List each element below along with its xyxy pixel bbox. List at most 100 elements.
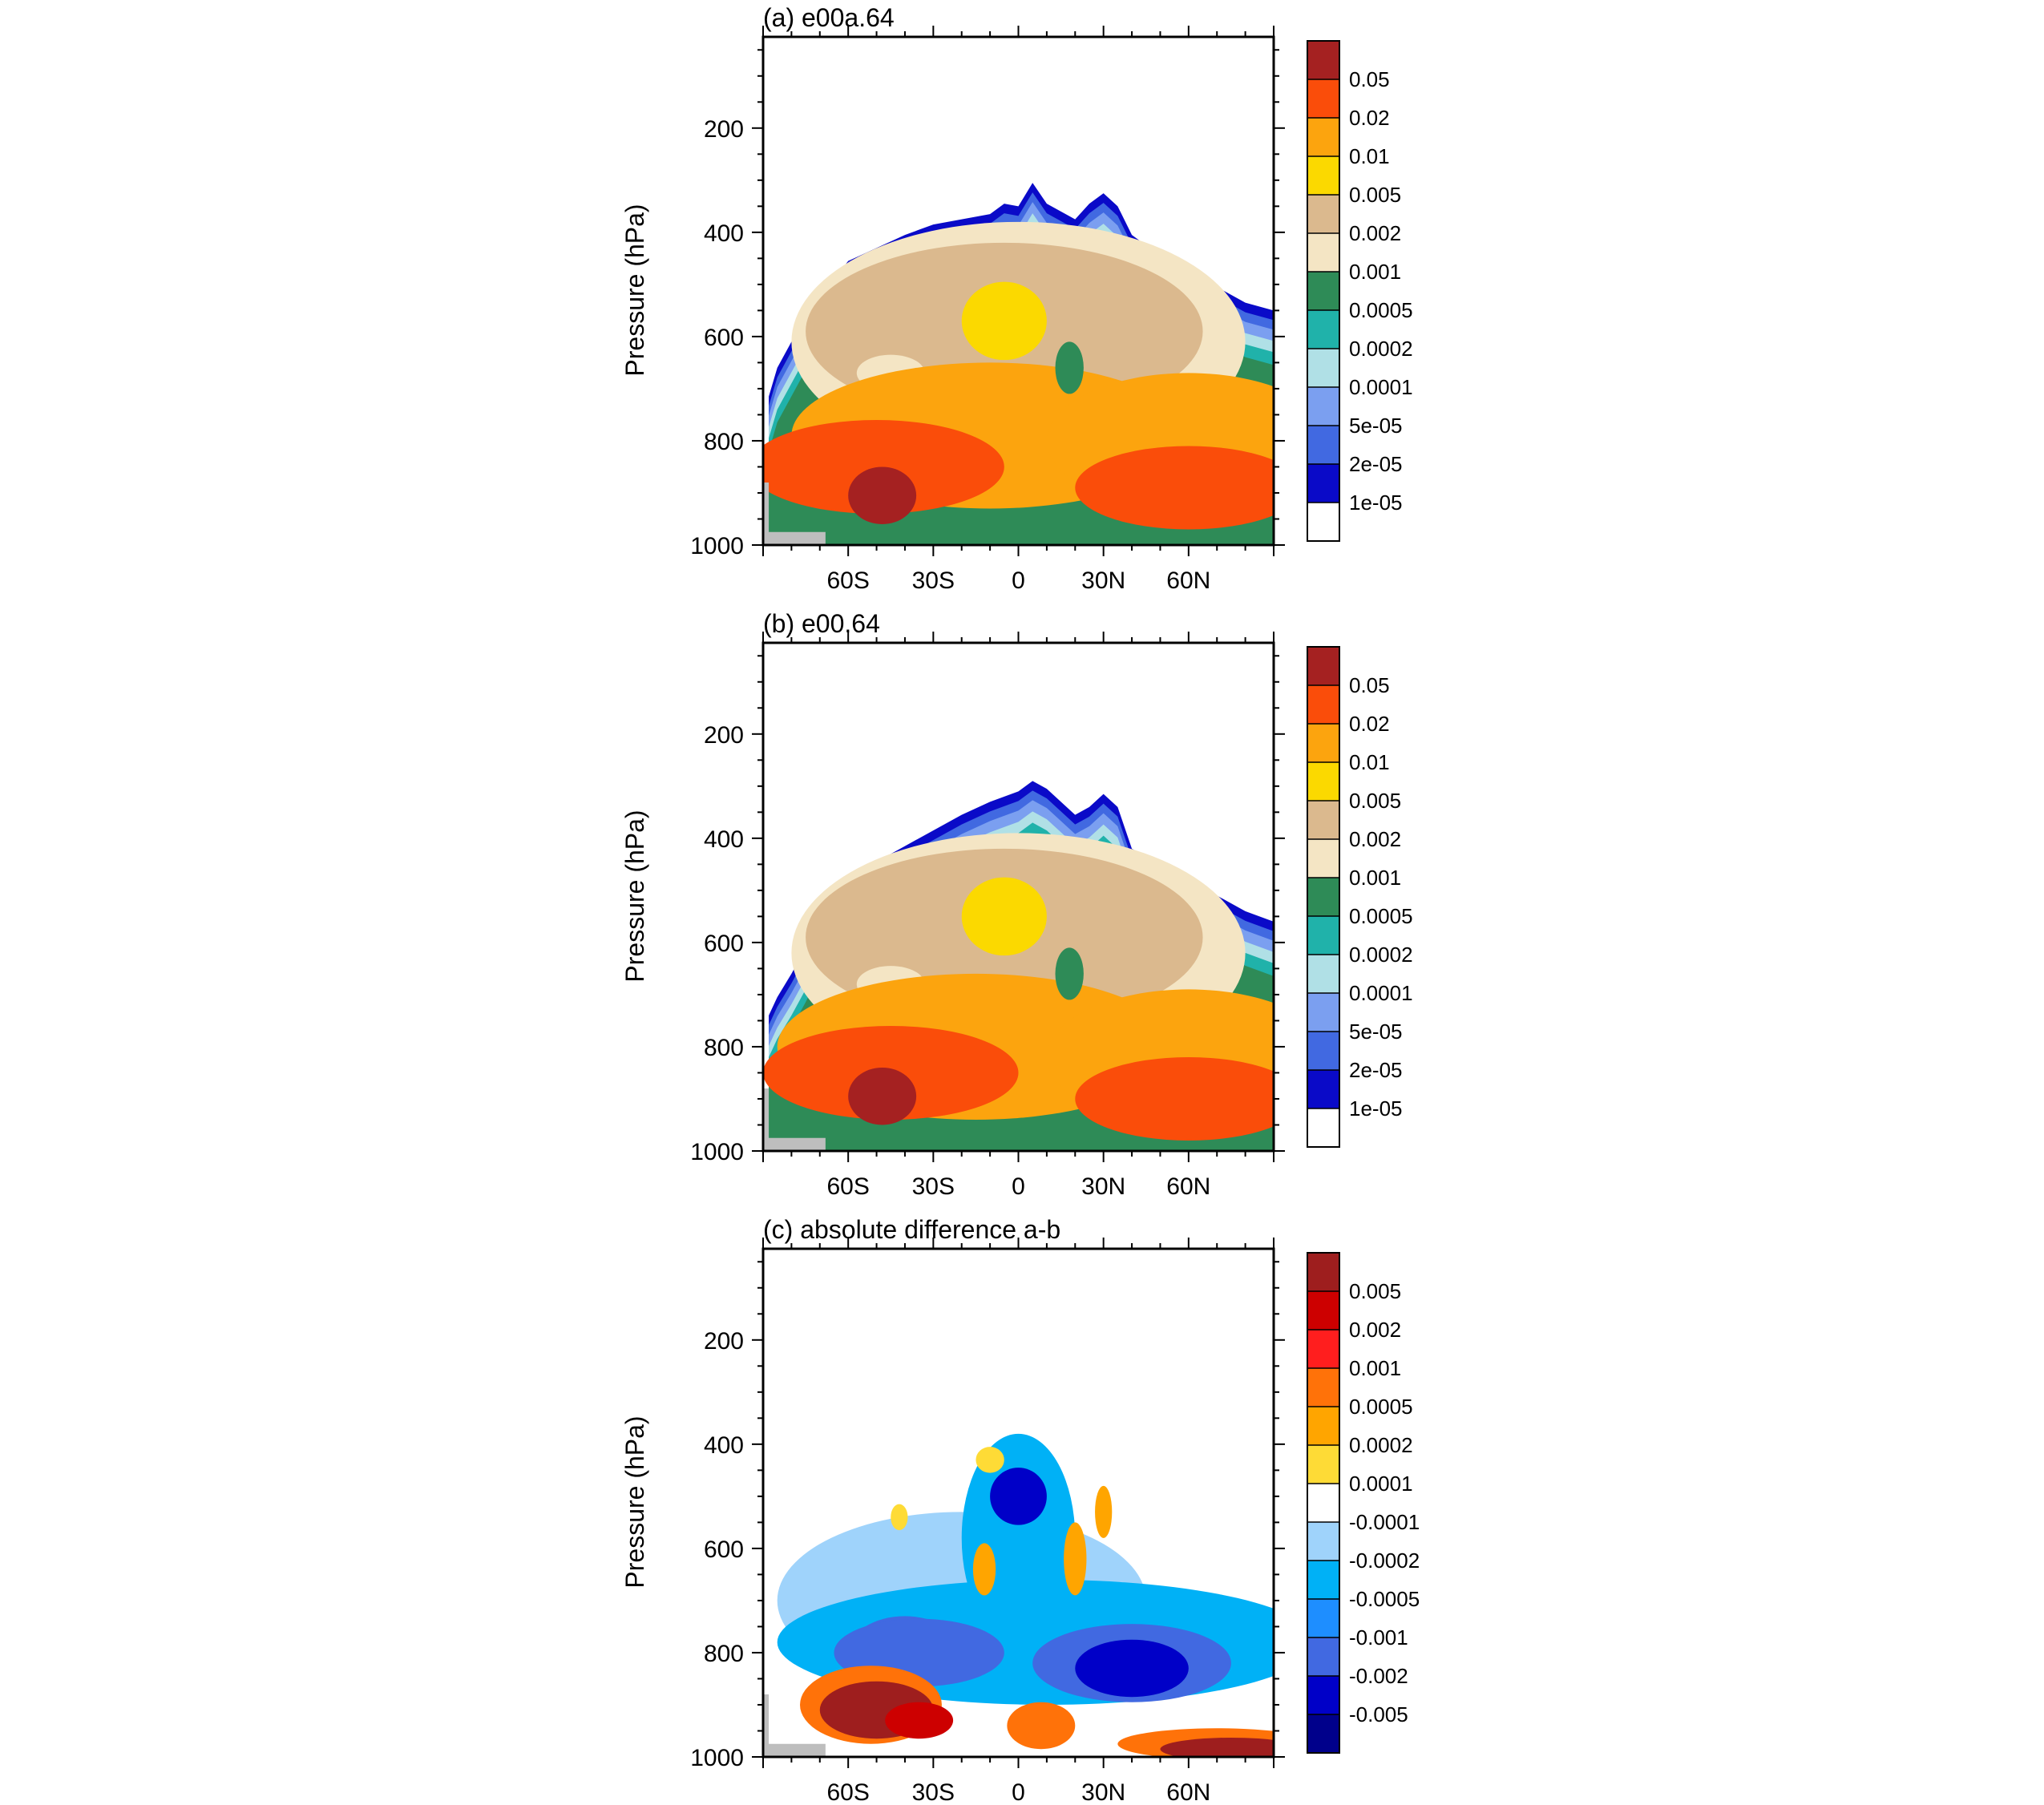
colorbar-label: 0.001 xyxy=(1349,1356,1401,1380)
x-tick-label: 30N xyxy=(1081,1779,1125,1805)
x-tick-label: 30S xyxy=(912,567,955,594)
colorbar-swatch xyxy=(1307,916,1339,955)
colorbar-swatch xyxy=(1307,310,1339,349)
colorbar-label: 2e-05 xyxy=(1349,1058,1403,1082)
panel-a-ylabel: Pressure (hPa) xyxy=(620,204,649,376)
contour-blob-level-0 xyxy=(848,1067,917,1125)
colorbar-label: 0.002 xyxy=(1349,221,1401,245)
colorbar-swatch xyxy=(1307,41,1339,79)
colorbar-swatch xyxy=(1307,1407,1339,1445)
colorbar-label: 0.02 xyxy=(1349,106,1390,130)
panel-b-axes: 200 400 600 800 1000 60S 30S 0 30N 60N xyxy=(690,632,1285,1200)
colorbar-swatch xyxy=(1307,156,1339,195)
colorbar-label: 0.005 xyxy=(1349,789,1401,813)
colorbar-label: 0.005 xyxy=(1349,1279,1401,1303)
panel-c-contour-field xyxy=(763,1433,1274,1757)
contour-blob-level-5 xyxy=(891,1504,908,1531)
contour-blob-level-4 xyxy=(1064,1522,1087,1596)
panel-c: (c) absolute difference a-b Pressure (hP… xyxy=(620,1215,1420,1805)
x-tick-label: 0 xyxy=(1012,1779,1025,1805)
panel-a: (a) e00a.64 Pressure (hPa) 200 400 600 800 1… xyxy=(620,3,1413,594)
colorbar-swatch xyxy=(1307,1676,1339,1714)
colorbar-swatch xyxy=(1307,801,1339,839)
panel-b-colorbar: 0.05 0.02 0.01 0.005 0.002 0.001 0.0005 0.0002 0… xyxy=(1307,646,1413,1148)
colorbar-label: 0.0001 xyxy=(1349,981,1413,1005)
colorbar-swatch xyxy=(1307,79,1339,118)
y-tick-label: 400 xyxy=(704,826,744,853)
colorbar-label: -0.005 xyxy=(1349,1702,1408,1726)
colorbar-label: 5e-05 xyxy=(1349,414,1403,438)
colorbar-swatch xyxy=(1307,1032,1339,1070)
y-tick-label: 800 xyxy=(704,1035,744,1061)
colorbar-label: 0.0005 xyxy=(1349,904,1413,928)
contour-blob-level-6 xyxy=(1055,341,1084,394)
panel-a-colorbar: 0.05 0.02 0.01 0.005 0.002 0.001 0.0005 0.0002 0… xyxy=(1307,40,1413,542)
terrain-mask xyxy=(763,482,826,545)
colorbar-label: 0.005 xyxy=(1349,183,1401,207)
x-tick-label: 0 xyxy=(1012,1173,1025,1200)
y-tick-label: 400 xyxy=(704,1432,744,1459)
contour-blob-level-5 xyxy=(976,1447,1004,1473)
x-tick-label: 30N xyxy=(1081,1173,1125,1200)
x-tick-label: 60N xyxy=(1166,1779,1210,1805)
contour-blob-level-3 xyxy=(1007,1702,1076,1750)
colorbar-swatch xyxy=(1307,426,1339,464)
colorbar-label: 0.002 xyxy=(1349,827,1401,851)
contour-blob-level-1 xyxy=(1075,446,1274,530)
colorbar-swatch xyxy=(1307,993,1339,1032)
colorbar-swatch xyxy=(1307,1368,1339,1407)
y-tick-label: 1000 xyxy=(690,1745,744,1771)
x-tick-label: 60S xyxy=(826,1779,869,1805)
contour-blob-level-11 xyxy=(1075,1639,1189,1698)
contour-blob-level-4 xyxy=(1095,1485,1113,1538)
colorbar-swatch xyxy=(1307,685,1339,724)
colorbar-label: 0.0005 xyxy=(1349,1395,1413,1419)
x-tick-label: 0 xyxy=(1012,567,1025,594)
contour-blob-level-0 xyxy=(1160,1737,1274,1757)
y-tick-label: 400 xyxy=(704,220,744,247)
x-tick-label: 60S xyxy=(826,567,869,594)
colorbar-swatch xyxy=(1307,1108,1339,1147)
panel-b-contour-field xyxy=(763,781,1274,1151)
colorbar-frame xyxy=(1307,1252,1340,1754)
colorbar-label: 1e-05 xyxy=(1349,491,1403,515)
colorbar-label: 2e-05 xyxy=(1349,452,1403,476)
y-tick-label: 200 xyxy=(704,722,744,749)
colorbar-swatch xyxy=(1307,762,1339,801)
colorbar-label: 0.001 xyxy=(1349,260,1401,284)
x-tick-label: 60N xyxy=(1166,1173,1210,1200)
colorbar-swatch xyxy=(1307,118,1339,156)
colorbar-label: -0.001 xyxy=(1349,1625,1408,1650)
colorbar-swatch xyxy=(1307,955,1339,993)
contour-blob-level-3 xyxy=(961,281,1047,361)
colorbar-label: 0.05 xyxy=(1349,673,1390,697)
colorbar-label: -0.0002 xyxy=(1349,1549,1420,1573)
panel-a-axes: 200 400 600 800 1000 60S 30S 0 30N 60N xyxy=(690,26,1285,594)
contour-blob-level-4 xyxy=(972,1543,996,1596)
panel-c-ylabel: Pressure (hPa) xyxy=(620,1415,649,1588)
colorbar-label: -0.002 xyxy=(1349,1664,1408,1688)
colorbar-label: 1e-05 xyxy=(1349,1096,1403,1121)
colorbar-label: 0.01 xyxy=(1349,144,1390,168)
contour-blob-level-3 xyxy=(961,877,1047,956)
colorbar-swatch xyxy=(1307,1253,1339,1291)
contour-blob-level-11 xyxy=(990,1468,1047,1525)
colorbar-frame xyxy=(1307,646,1340,1148)
colorbar-swatch xyxy=(1307,1522,1339,1561)
x-tick-label: 60S xyxy=(826,1173,869,1200)
colorbar-swatch xyxy=(1307,195,1339,233)
panel-b: (b) e00.64 Pressure (hPa) 200 400 600 800 10… xyxy=(620,609,1413,1200)
colorbar-swatch xyxy=(1307,647,1339,685)
panel-a-contour-field xyxy=(763,183,1274,545)
panel-c-title: (c) absolute difference a-b xyxy=(763,1215,1060,1244)
y-tick-label: 600 xyxy=(704,1536,744,1563)
colorbar-label: 0.0001 xyxy=(1349,375,1413,399)
panel-c-axes: 200 400 600 800 1000 60S 30S 0 30N 60N xyxy=(690,1238,1285,1805)
colorbar-swatch xyxy=(1307,1561,1339,1599)
colorbar-label: -0.0001 xyxy=(1349,1510,1420,1534)
x-tick-label: 30S xyxy=(912,1779,955,1805)
y-tick-label: 600 xyxy=(704,931,744,957)
colorbar-label: 0.0001 xyxy=(1349,1472,1413,1496)
colorbar-swatch xyxy=(1307,839,1339,878)
contour-blob-level-1 xyxy=(1075,1056,1274,1141)
